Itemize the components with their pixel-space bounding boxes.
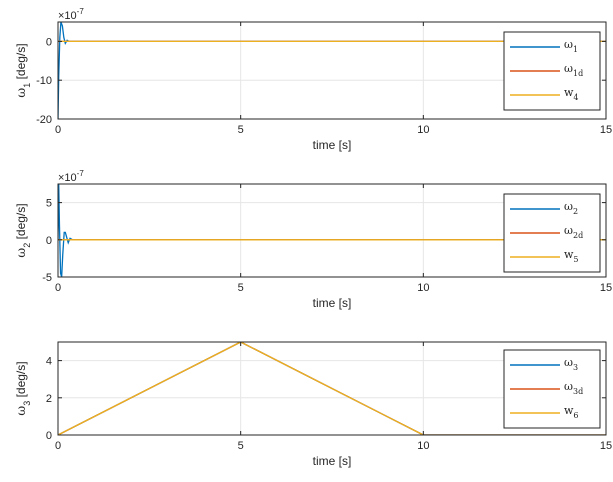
x-tick-label: 0 xyxy=(55,124,61,136)
legend-label-2: ω3d xyxy=(564,380,583,396)
x-tick-label: 0 xyxy=(55,440,61,452)
y-exponent-label: ×10-7 xyxy=(58,7,84,22)
x-tick-label: 15 xyxy=(600,282,612,294)
legend-label-3: w4 xyxy=(564,86,579,102)
x-tick-label: 5 xyxy=(238,124,244,136)
series-group xyxy=(58,342,606,435)
chart-panel-3: 0 5 10 15 4 2 0 time [s] ω3 [deg/s] ω3 ω3d w6 xyxy=(14,341,612,468)
axes-frame xyxy=(57,183,607,278)
legend-label-3: w6 xyxy=(564,404,579,420)
x-tick-label: 10 xyxy=(417,124,429,136)
legend-label-1: ω3 xyxy=(564,356,578,372)
legend: ω2 ω2d w5 xyxy=(503,193,601,273)
y-axis-label: ω2 [deg/s] xyxy=(14,203,32,257)
legend-label-2: ω2d xyxy=(564,224,583,240)
y-tick-label: 0 xyxy=(46,235,52,247)
y-tick-label: -10 xyxy=(36,75,52,87)
x-axis-label: time [s] xyxy=(313,138,352,152)
legend-label-1: ω2 xyxy=(564,200,578,216)
x-axis-label: time [s] xyxy=(313,296,352,310)
x-tick-label: 15 xyxy=(600,440,612,452)
y-exponent-label: ×10-7 xyxy=(58,169,84,184)
series-line-3 xyxy=(58,342,606,435)
x-tick-label: 5 xyxy=(238,282,244,294)
x-tick-label: 15 xyxy=(600,124,612,136)
x-tick-label: 10 xyxy=(417,440,429,452)
y-axis-label: ω3 [deg/s] xyxy=(14,361,32,415)
legend: ω1 ω1d w4 xyxy=(503,31,601,111)
y-axis-label: ω1 [deg/s] xyxy=(14,43,32,97)
y-tick-label: 0 xyxy=(46,36,52,48)
y-tick-label: 4 xyxy=(46,356,52,368)
y-tick-label: 2 xyxy=(46,393,52,405)
legend-label-3: w5 xyxy=(564,248,579,264)
x-tick-label: 5 xyxy=(238,440,244,452)
y-tick-label: 0 xyxy=(46,430,52,442)
legend-label-1: ω1 xyxy=(564,38,578,54)
axes-frame xyxy=(57,21,607,120)
y-tick-label: -5 xyxy=(42,272,52,284)
legend-label-2: ω1d xyxy=(564,62,583,78)
y-tick-label: 5 xyxy=(46,198,52,210)
axes-frame xyxy=(57,341,607,436)
x-tick-label: 10 xyxy=(417,282,429,294)
legend: ω3 ω3d w6 xyxy=(503,349,601,429)
x-tick-label: 0 xyxy=(55,282,61,294)
y-tick-label: -20 xyxy=(36,114,52,126)
x-axis-label: time [s] xyxy=(313,454,352,468)
